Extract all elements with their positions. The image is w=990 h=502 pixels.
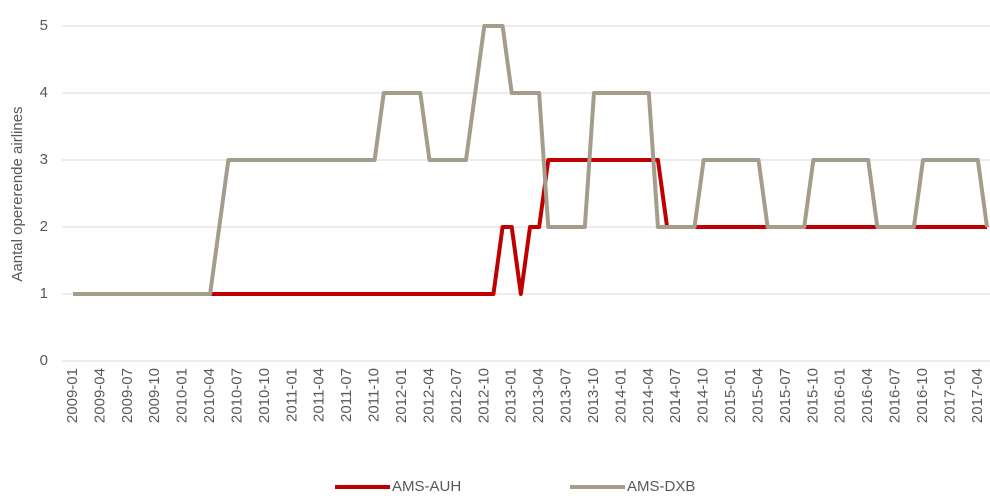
legend-label: AMS-AUH <box>392 478 461 495</box>
x-tick-label: 2009-10 <box>146 368 163 423</box>
x-tick-label: 2014-04 <box>640 368 657 423</box>
y-tick-label: 1 <box>40 285 48 302</box>
x-tick-label: 2015-07 <box>777 368 794 423</box>
x-tick-label: 2009-01 <box>64 368 81 423</box>
x-tick-label: 2010-01 <box>174 368 191 423</box>
y-tick-label: 5 <box>40 17 48 34</box>
x-tick-label: 2013-10 <box>585 368 602 423</box>
y-tick-label: 0 <box>40 352 48 369</box>
series-line <box>73 158 987 296</box>
x-tick-label: 2017-01 <box>941 368 958 423</box>
x-tick-label: 2012-10 <box>475 368 492 423</box>
x-tick-label: 2010-04 <box>201 368 218 423</box>
legend-label: AMS-DXB <box>627 478 695 495</box>
x-tick-label: 2012-07 <box>448 368 465 423</box>
y-tick-label: 3 <box>40 151 48 168</box>
y-axis-title: Aantal opererende airlines <box>9 106 26 281</box>
x-tick-label: 2016-07 <box>887 368 904 423</box>
x-tick-label: 2015-10 <box>804 368 821 423</box>
x-tick-label: 2013-01 <box>503 368 520 423</box>
x-tick-label: 2011-07 <box>338 368 355 422</box>
x-tick-label: 2012-01 <box>393 368 410 423</box>
x-tick-label: 2009-07 <box>119 368 136 423</box>
series-line <box>73 24 989 296</box>
x-tick-label: 2017-04 <box>969 368 986 423</box>
x-tick-label: 2015-04 <box>749 368 766 423</box>
x-tick-label: 2011-01 <box>283 368 300 422</box>
x-tick-label: 2012-04 <box>420 368 437 423</box>
x-tick-label: 2016-01 <box>832 368 849 423</box>
x-tick-label: 2011-04 <box>311 368 328 422</box>
y-tick-label: 4 <box>40 84 48 101</box>
x-tick-label: 2016-04 <box>859 368 876 423</box>
x-tick-label: 2013-04 <box>530 368 547 423</box>
x-tick-label: 2014-01 <box>612 368 629 423</box>
x-tick-label: 2014-10 <box>695 368 712 423</box>
x-tick-label: 2014-07 <box>667 368 684 423</box>
x-tick-label: 2009-04 <box>91 368 108 423</box>
y-tick-label: 2 <box>40 218 48 235</box>
x-tick-label: 2010-10 <box>256 368 273 423</box>
x-tick-label: 2010-07 <box>228 368 245 423</box>
x-tick-label: 2015-01 <box>722 368 739 423</box>
x-tick-label: 2011-10 <box>366 368 383 422</box>
x-tick-label: 2013-07 <box>558 368 575 423</box>
x-tick-label: 2016-10 <box>914 368 931 423</box>
